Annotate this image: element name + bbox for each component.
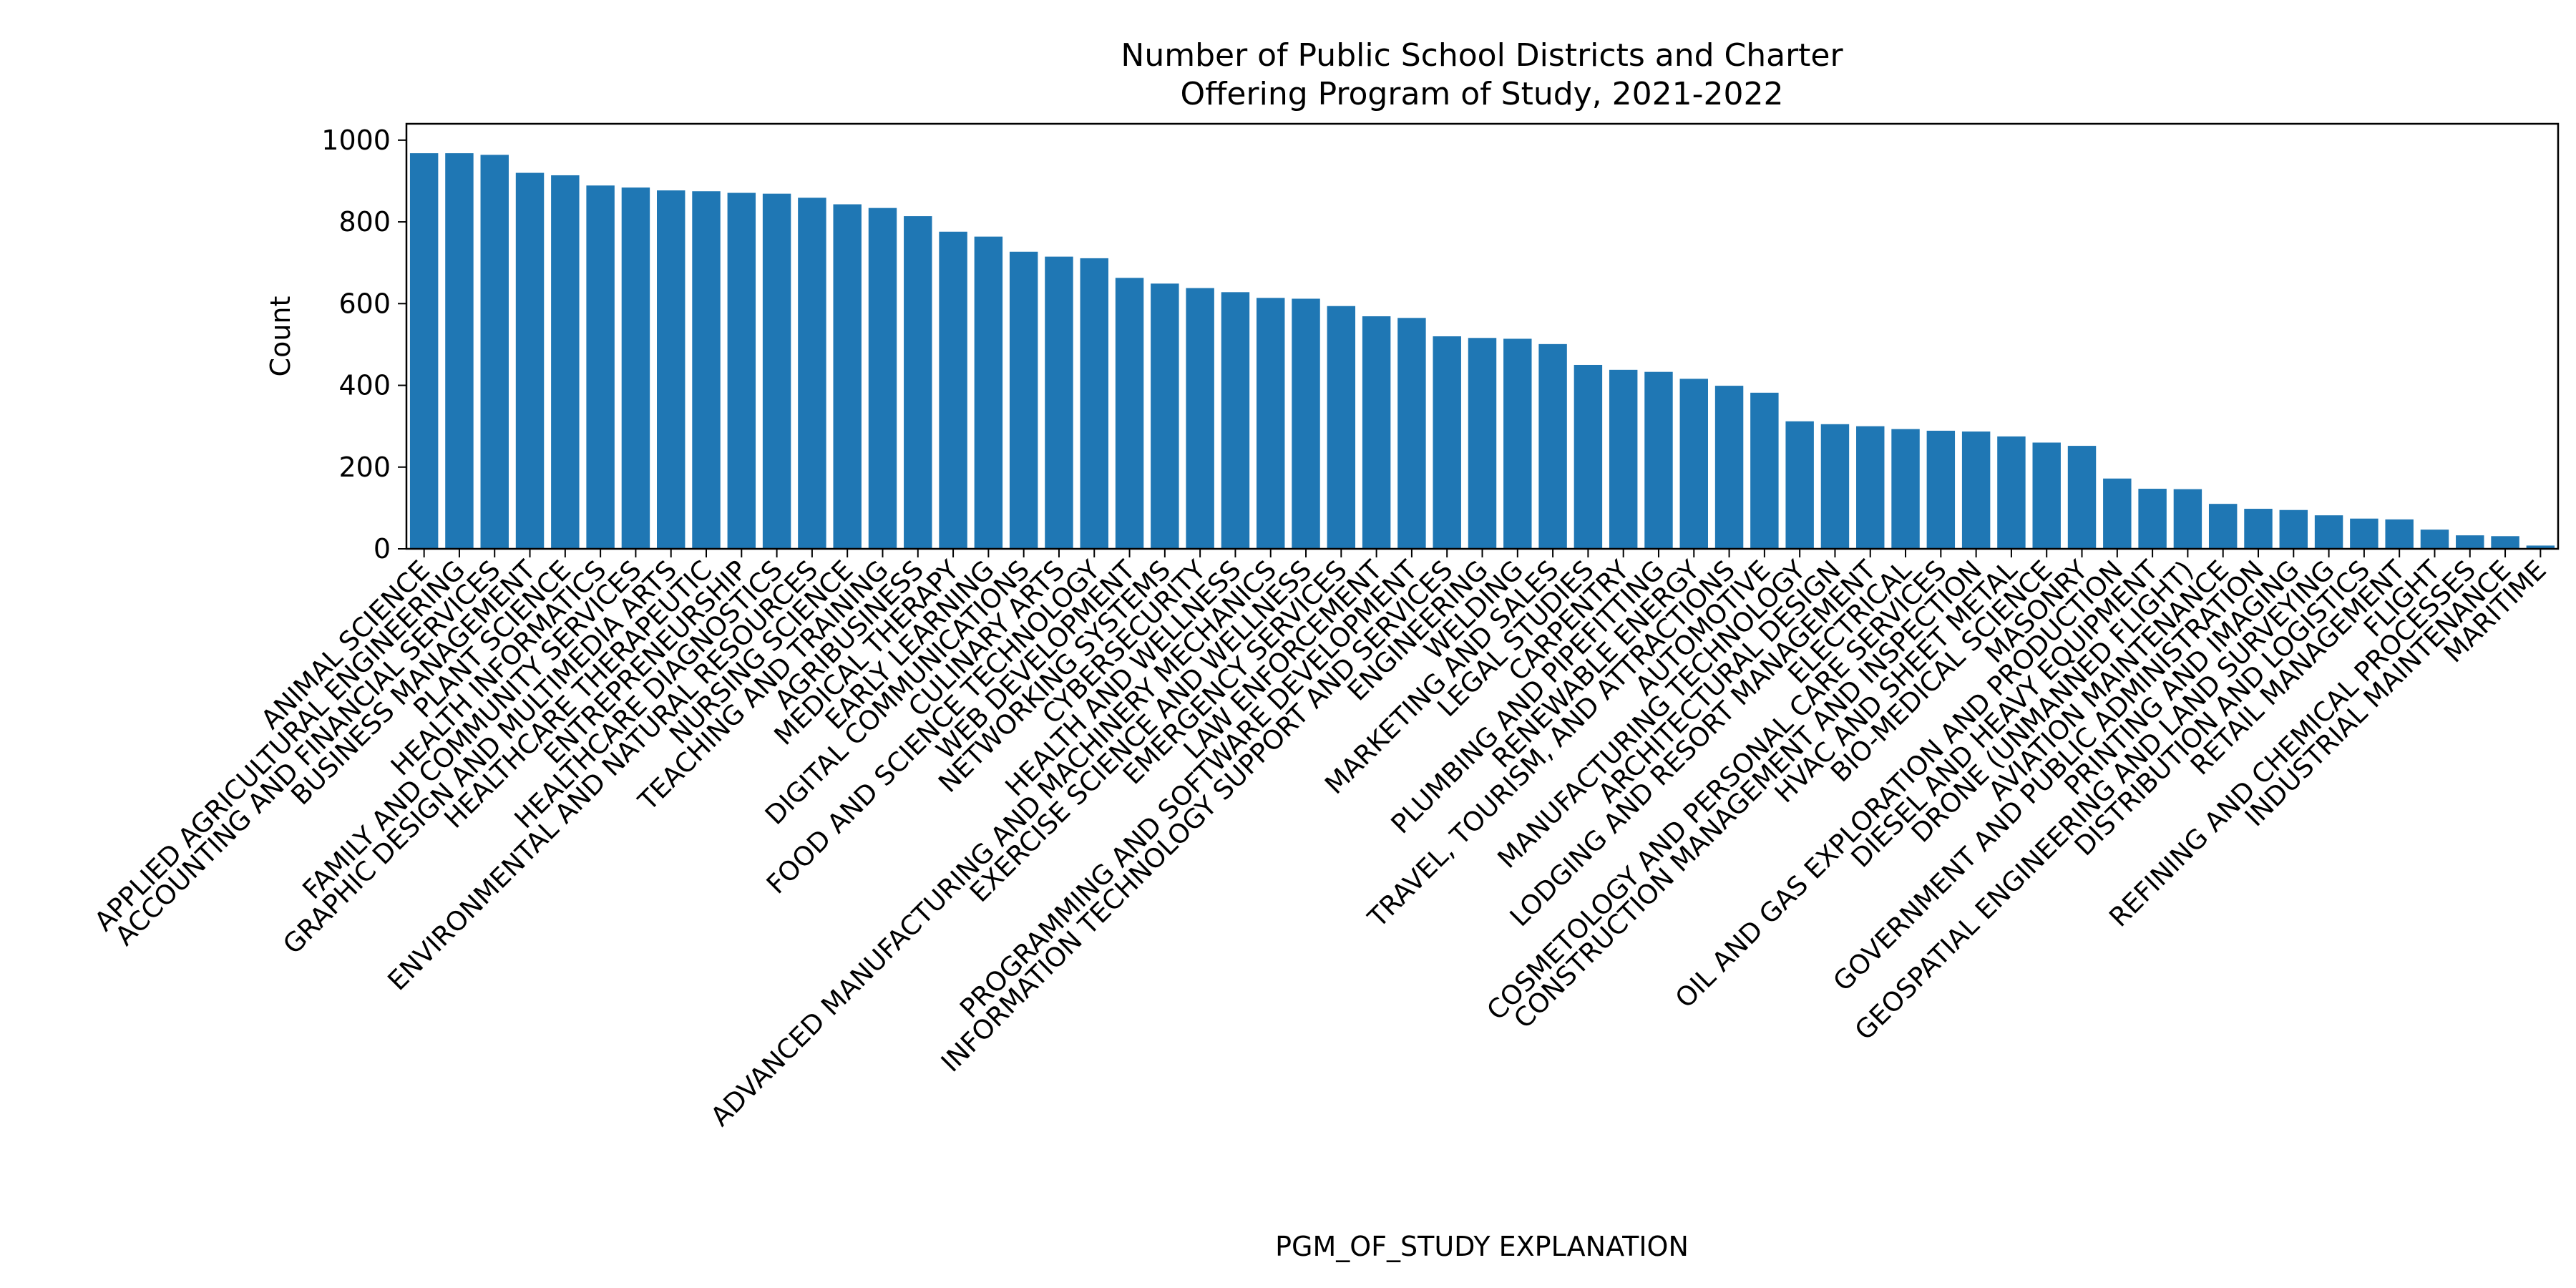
bar-40 xyxy=(1820,424,1850,549)
bar-14 xyxy=(904,216,932,549)
bar-31 xyxy=(1503,338,1532,549)
bar-36 xyxy=(1679,379,1708,549)
bar-23 xyxy=(1221,292,1250,549)
bar-3 xyxy=(515,172,545,550)
chart-title-line-1: Number of Public School Districts and Ch… xyxy=(1121,37,1843,74)
bar-27 xyxy=(1362,316,1391,549)
bar-10 xyxy=(762,193,791,549)
bar-60 xyxy=(2526,545,2555,549)
bar-1 xyxy=(445,153,474,549)
bar-15 xyxy=(939,231,967,549)
bar-21 xyxy=(1151,283,1179,549)
bar-30 xyxy=(1468,338,1497,549)
bar-52 xyxy=(2244,509,2273,549)
bar-28 xyxy=(1397,318,1426,549)
bar-47 xyxy=(2067,446,2097,549)
bar-17 xyxy=(1009,251,1038,549)
bar-8 xyxy=(692,191,721,549)
bar-48 xyxy=(2103,478,2132,549)
bar-24 xyxy=(1257,298,1285,549)
bar-34 xyxy=(1609,369,1638,549)
y-tick-label-5: 1000 xyxy=(321,125,391,156)
bar-13 xyxy=(868,208,897,549)
bar-44 xyxy=(1961,431,1991,549)
bar-58 xyxy=(2456,535,2484,549)
bar-2 xyxy=(480,155,509,549)
bar-16 xyxy=(974,236,1003,549)
bar-25 xyxy=(1292,298,1320,549)
bar-29 xyxy=(1433,336,1461,549)
bar-12 xyxy=(833,204,862,549)
bar-22 xyxy=(1186,288,1214,549)
bar-4 xyxy=(551,175,580,550)
bar-18 xyxy=(1045,256,1073,550)
bar-33 xyxy=(1574,364,1603,549)
bar-57 xyxy=(2420,530,2449,549)
bar-41 xyxy=(1856,426,1885,549)
bar-26 xyxy=(1327,306,1356,549)
bar-43 xyxy=(1926,430,1956,549)
bar-9 xyxy=(727,192,756,549)
bar-56 xyxy=(2385,519,2414,549)
bar-19 xyxy=(1080,258,1108,549)
bar-0 xyxy=(409,153,439,549)
bar-7 xyxy=(657,190,686,549)
y-tick-label-2: 400 xyxy=(338,370,391,401)
bar-53 xyxy=(2279,509,2308,549)
bar-35 xyxy=(1644,371,1673,549)
bar-37 xyxy=(1714,386,1744,549)
bar-42 xyxy=(1891,429,1920,549)
y-tick-label-4: 800 xyxy=(338,206,391,238)
bar-55 xyxy=(2350,518,2379,549)
chart-title-line-2: Offering Program of Study, 2021-2022 xyxy=(1180,76,1783,112)
bar-51 xyxy=(2208,504,2238,549)
bar-49 xyxy=(2138,489,2167,549)
bars-group xyxy=(409,153,2555,550)
bar-46 xyxy=(2032,442,2061,549)
bar-38 xyxy=(1750,392,1779,549)
bar-54 xyxy=(2314,515,2343,549)
bar-32 xyxy=(1538,343,1567,549)
bar-45 xyxy=(1997,436,2026,549)
bar-11 xyxy=(798,197,826,549)
y-tick-label-0: 0 xyxy=(374,533,391,565)
y-axis-label: Count xyxy=(265,296,296,377)
y-tick-label-1: 200 xyxy=(338,452,391,483)
bar-20 xyxy=(1115,278,1144,549)
bar-59 xyxy=(2491,536,2519,549)
bar-50 xyxy=(2173,489,2202,549)
x-axis-label: PGM_OF_STUDY EXPLANATION xyxy=(1275,1231,1689,1262)
bar-6 xyxy=(621,187,650,549)
bar-39 xyxy=(1785,421,1814,549)
bar-5 xyxy=(586,185,615,549)
plot-frame xyxy=(405,122,2560,550)
y-axis-ticks: 0 200 400 600 800 1000 xyxy=(321,125,406,565)
y-tick-label-3: 600 xyxy=(338,288,391,319)
